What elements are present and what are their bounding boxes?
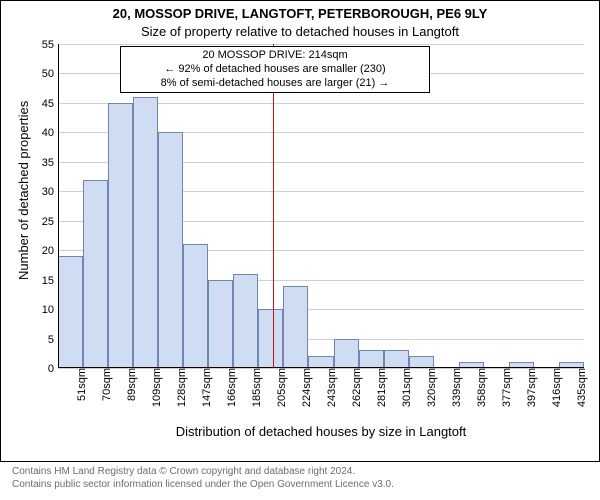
histogram-bar <box>334 339 359 368</box>
histogram-bar <box>233 274 258 368</box>
footnote-line1: Contains HM Land Registry data © Crown c… <box>12 466 394 479</box>
histogram-bar <box>359 350 384 368</box>
histogram-bar <box>258 309 283 368</box>
y-tick-label: 0 <box>0 363 54 375</box>
x-axis-label: Distribution of detached houses by size … <box>58 424 584 439</box>
y-tick-label: 55 <box>0 39 54 51</box>
chart-title-line1: 20, MOSSOP DRIVE, LANGTOFT, PETERBOROUGH… <box>0 6 600 21</box>
footnote-line2: Contains public sector information licen… <box>12 479 394 492</box>
axis-line <box>58 44 59 368</box>
histogram-bar <box>158 132 183 368</box>
footnote: Contains HM Land Registry data © Crown c… <box>12 466 394 491</box>
histogram-bar <box>384 350 409 368</box>
histogram-bar <box>208 280 233 368</box>
histogram-bar <box>283 286 308 368</box>
histogram-bar <box>58 256 83 368</box>
histogram-bar <box>83 180 108 369</box>
y-tick-label: 5 <box>0 334 54 346</box>
grid-line <box>58 44 584 45</box>
annotation-line2: ← 92% of detached houses are smaller (23… <box>127 63 423 77</box>
histogram-bar <box>108 103 133 368</box>
y-tick-label: 50 <box>0 68 54 80</box>
chart-title-line2: Size of property relative to detached ho… <box>0 24 600 39</box>
x-tick-label: 435sqm <box>576 368 600 418</box>
histogram-bar <box>183 244 208 368</box>
annotation-line1: 20 MOSSOP DRIVE: 214sqm <box>127 49 423 63</box>
annotation-line3: 8% of semi-detached houses are larger (2… <box>127 77 423 91</box>
y-axis-label: Number of detached properties <box>16 101 31 280</box>
histogram-bar <box>133 97 158 368</box>
annotation-box: 20 MOSSOP DRIVE: 214sqm ← 92% of detache… <box>120 46 430 93</box>
chart-container: 20, MOSSOP DRIVE, LANGTOFT, PETERBOROUGH… <box>0 0 600 500</box>
y-tick-label: 10 <box>0 304 54 316</box>
